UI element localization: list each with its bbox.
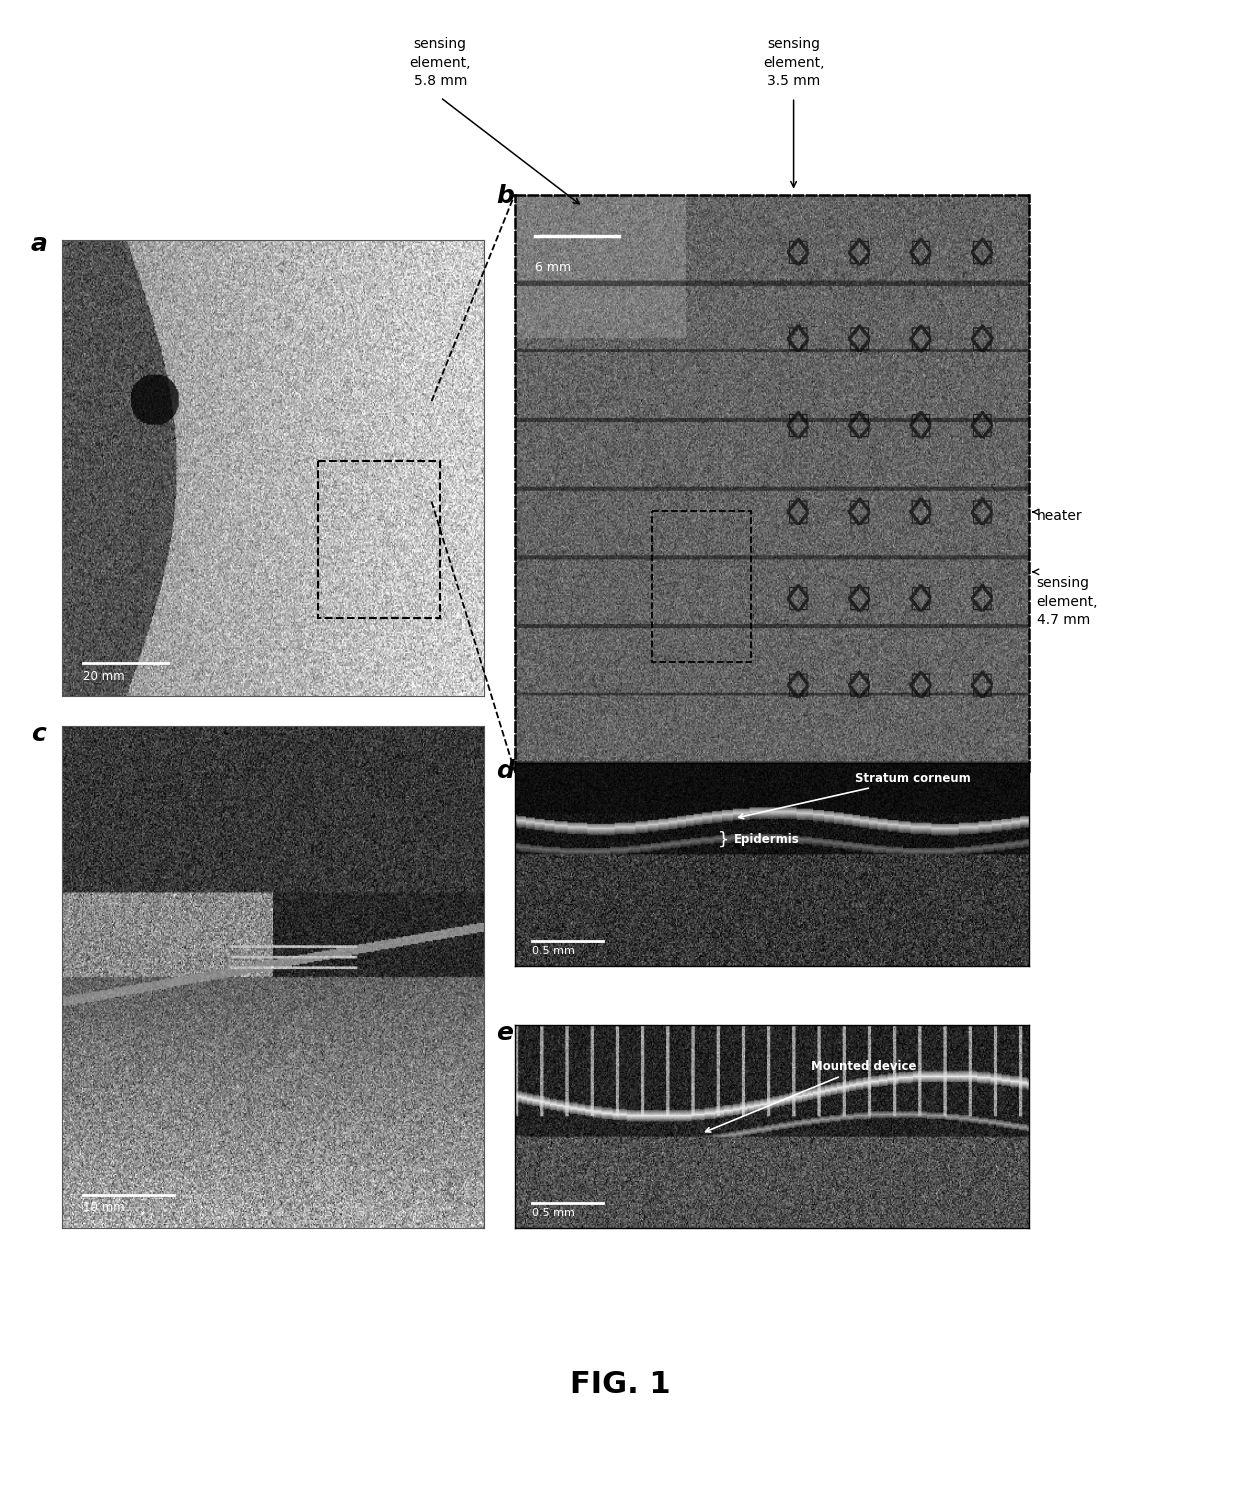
Text: 10 mm: 10 mm: [83, 1201, 124, 1214]
Bar: [652, 510, 750, 662]
Text: 0.5 mm: 0.5 mm: [532, 946, 574, 955]
Text: sensing
element,
3.5 mm: sensing element, 3.5 mm: [763, 37, 825, 88]
Text: Mounted device: Mounted device: [706, 1060, 916, 1132]
Text: e: e: [496, 1021, 513, 1045]
Text: sensing
element,
5.8 mm: sensing element, 5.8 mm: [409, 37, 471, 88]
Text: heater: heater: [1037, 509, 1083, 524]
Text: sensing
element,
4.7 mm: sensing element, 4.7 mm: [1037, 576, 1099, 627]
Text: FIG. 1: FIG. 1: [569, 1370, 671, 1400]
Text: 20 mm: 20 mm: [83, 669, 124, 683]
Text: 6 mm: 6 mm: [534, 260, 570, 274]
Text: b: b: [496, 184, 513, 208]
Text: Stratum corneum: Stratum corneum: [739, 772, 971, 819]
Text: Epidermis: Epidermis: [734, 834, 800, 846]
Text: }: }: [718, 831, 729, 849]
Text: 0.5 mm: 0.5 mm: [532, 1208, 574, 1217]
Text: a: a: [31, 232, 48, 256]
Text: c: c: [31, 722, 46, 746]
Text: d: d: [496, 759, 513, 783]
Bar: [317, 461, 440, 618]
